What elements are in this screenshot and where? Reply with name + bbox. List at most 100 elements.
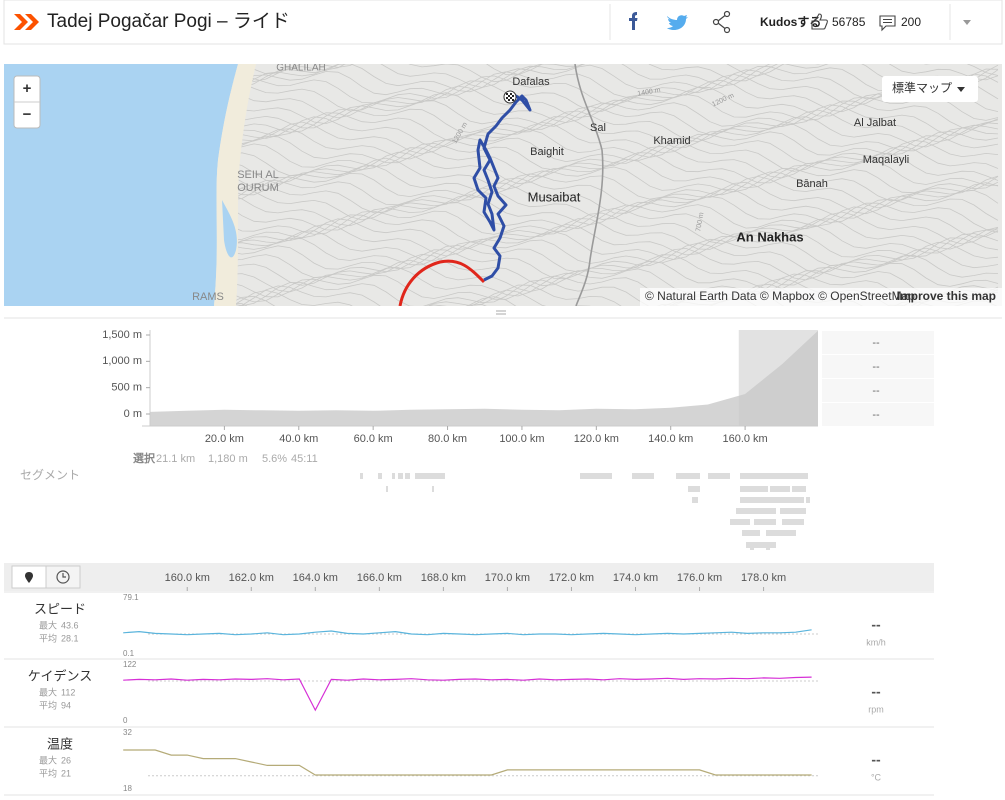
x-tick-label: 20.0 km	[205, 433, 244, 445]
x-tick-label: 100.0 km	[499, 433, 544, 445]
x-tick-label: 174.0 km	[613, 572, 658, 584]
contour-line	[238, 283, 999, 306]
time-icon[interactable]	[56, 570, 70, 584]
segment-bar	[740, 473, 808, 479]
zoom-in[interactable]: +	[23, 80, 32, 97]
max-label: 最大	[39, 686, 57, 697]
y-tick-label: 0	[123, 716, 128, 725]
stat-value: --	[872, 337, 880, 349]
twitter-button[interactable]	[667, 15, 688, 30]
segment-bar	[782, 519, 804, 525]
improve-map-link[interactable]: Improve this map	[897, 289, 996, 303]
facebook-button[interactable]	[629, 12, 638, 30]
stat-box	[822, 403, 934, 426]
unit-label: km/h	[866, 637, 886, 647]
stat-value: --	[872, 361, 880, 373]
y-tick-label: 122	[123, 660, 137, 669]
x-tick-label: 172.0 km	[549, 572, 594, 584]
x-tick-label: 140.0 km	[648, 433, 693, 445]
coast	[214, 64, 256, 306]
place-label: Baighit	[530, 146, 564, 158]
segment-bar	[746, 542, 776, 548]
more-menu[interactable]	[963, 20, 971, 25]
contour-line	[229, 253, 999, 287]
kudos-icon[interactable]	[811, 13, 828, 30]
comment-count[interactable]: 200	[901, 15, 921, 29]
route	[472, 94, 532, 282]
segment-bar	[792, 486, 806, 492]
stat-box	[822, 379, 934, 402]
plot-background	[120, 728, 818, 793]
segment-bar	[398, 473, 403, 479]
x-tick-label: 160.0 km	[722, 433, 767, 445]
place-label: SEIH AL	[237, 169, 279, 181]
contour-line	[229, 121, 999, 155]
lagoon	[222, 200, 237, 258]
contour-line	[229, 223, 999, 257]
segment-bar	[392, 473, 395, 479]
x-tick-label: 168.0 km	[421, 572, 466, 584]
y-tick-label: 1,000 m	[102, 355, 142, 367]
y-tick-label: 18	[123, 784, 132, 793]
segment-bar	[415, 473, 445, 479]
resize-handle[interactable]	[496, 310, 506, 315]
contour-line	[229, 151, 999, 185]
map[interactable]: GHALILAH Dafalas Sal Khamid Al Jalbat Maqalay…	[4, 44, 1002, 346]
x-tick-label: 176.0 km	[677, 572, 722, 584]
contour-line	[229, 206, 999, 238]
zoom-out[interactable]: −	[23, 106, 32, 123]
logo	[14, 14, 28, 30]
x-tick-label: 164.0 km	[293, 572, 338, 584]
kudos-button[interactable]: Kudosする	[760, 15, 821, 29]
share-button[interactable]	[712, 10, 731, 34]
contour-line	[229, 211, 999, 245]
avg-label: 平均	[39, 699, 57, 710]
contour-label: 700 m	[695, 212, 705, 233]
max-value: 112	[61, 687, 75, 697]
segment-bar	[806, 497, 810, 503]
contour-line	[229, 73, 999, 107]
segment-bar	[632, 473, 654, 479]
dropdown-caret[interactable]	[957, 87, 965, 92]
contour-line	[229, 104, 999, 136]
stat-box	[822, 331, 934, 354]
segment-bar	[405, 473, 410, 479]
segment-bar	[754, 519, 776, 525]
selection-time: 45:11	[291, 453, 318, 465]
selection-distance: 21.1 km	[156, 453, 195, 465]
avg-value: 28.1	[61, 633, 79, 643]
segment-bar	[742, 530, 760, 536]
contour-line	[229, 64, 999, 94]
contour-line	[229, 259, 999, 293]
contour-line	[229, 194, 999, 227]
place-label: Musaibat	[528, 189, 581, 204]
x-tick-label: 40.0 km	[279, 433, 318, 445]
stat-value: --	[872, 409, 880, 421]
kudos-count[interactable]: 56785	[832, 15, 866, 29]
segment-bar	[378, 473, 382, 479]
segment-bar	[766, 530, 796, 536]
contour-line	[229, 64, 999, 89]
comment-icon[interactable]	[879, 15, 896, 32]
plot-background	[120, 660, 818, 725]
segment-bar	[580, 473, 612, 479]
segment-bar	[692, 497, 698, 503]
selection-label: 選択	[133, 451, 156, 465]
unit-label: rpm	[868, 704, 884, 714]
distance-icon[interactable]	[25, 572, 33, 583]
place-label: Maqalayli	[863, 154, 909, 166]
map-style-label[interactable]: 標準マップ	[892, 80, 952, 95]
stream-toolbar	[4, 563, 934, 591]
map-style-button[interactable]	[882, 76, 978, 102]
x-tick-label: 80.0 km	[428, 433, 467, 445]
max-label: 最大	[39, 619, 57, 630]
y-tick-label: 79.1	[123, 593, 139, 602]
plot-background	[120, 593, 818, 658]
border	[574, 64, 604, 306]
y-tick-label: 32	[123, 728, 132, 737]
contour-line	[229, 175, 999, 209]
stream-name: スピード	[34, 601, 86, 616]
contour-label: 1400 m	[637, 87, 661, 98]
contour-line	[229, 247, 999, 281]
segment-bar	[766, 544, 770, 550]
